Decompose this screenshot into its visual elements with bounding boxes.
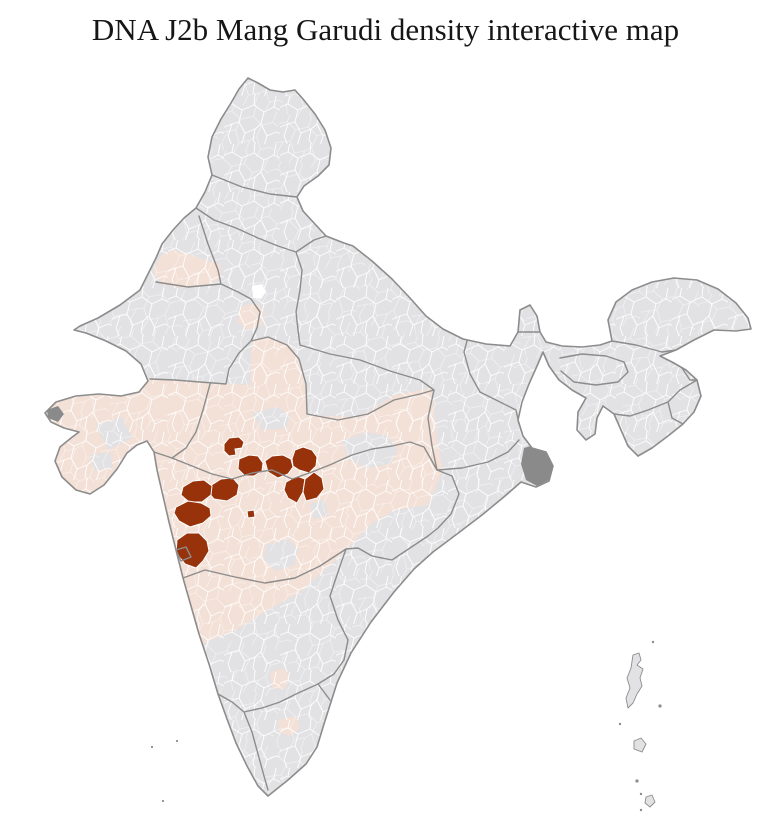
high-density-district[interactable] [246,509,256,519]
high-density-district[interactable] [264,454,294,479]
andaman-nicobar-islands [618,640,662,812]
high-density-district[interactable] [291,446,318,474]
state-borders [149,174,698,791]
lakshadweep-islands [150,739,179,803]
high-density-district[interactable] [223,436,245,457]
page-title: DNA J2b Mang Garudi density interactive … [91,12,680,47]
india-outline [44,77,752,797]
marsh-patches [47,406,553,486]
high-density-district[interactable] [302,471,325,502]
high-density-district[interactable] [173,500,212,528]
kutch-marsh [47,406,64,422]
high-density-district[interactable] [180,479,213,503]
sundarbans-delta [521,444,553,486]
